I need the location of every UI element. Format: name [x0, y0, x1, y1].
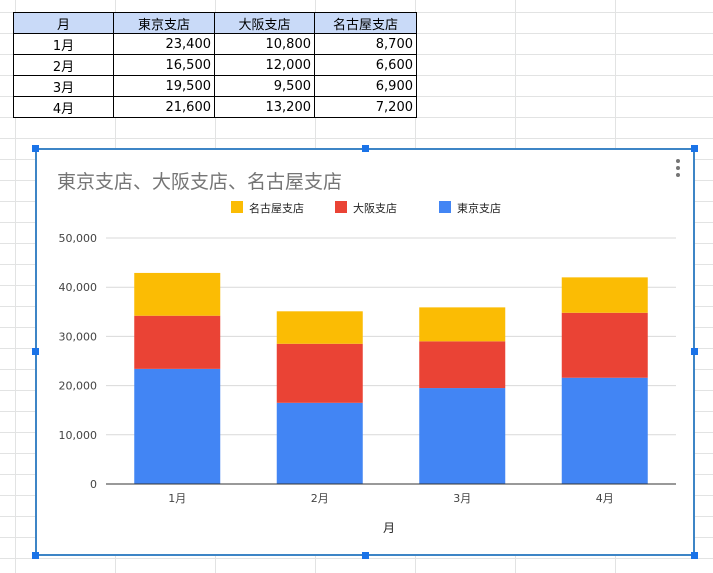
bar-segment[interactable] — [276, 402, 363, 484]
cell-value[interactable]: 16,500 — [113, 54, 215, 76]
more-vert-icon[interactable] — [673, 157, 683, 179]
x-axis-label[interactable]: 月 — [383, 521, 395, 535]
bar-segment[interactable] — [419, 307, 506, 342]
bars — [134, 272, 648, 484]
header-cell-month[interactable]: 月 — [13, 12, 114, 34]
resize-handle-bottom-center[interactable] — [362, 552, 369, 559]
bar-segment[interactable] — [419, 388, 506, 484]
header-cell-nagoya[interactable]: 名古屋支店 — [314, 12, 417, 34]
cell-value[interactable]: 23,400 — [113, 33, 215, 55]
stacked-bar-chart: 東京支店、大阪支店、名古屋支店 名古屋支店 大阪支店 東京支店 0 10,000 20,… — [57, 171, 676, 535]
y-tick-label: 20,000 — [59, 380, 98, 393]
resize-handle-bottom-left[interactable] — [32, 552, 39, 559]
bar-segment[interactable] — [134, 272, 221, 316]
bar-segment[interactable] — [276, 311, 363, 344]
x-tick-label: 4月 — [596, 492, 614, 505]
bar-segment[interactable] — [561, 277, 648, 313]
chart-object[interactable]: 東京支店、大阪支店、名古屋支店 名古屋支店 大阪支店 東京支店 0 10,000 20,… — [35, 148, 695, 556]
bar-segment[interactable] — [561, 377, 648, 484]
legend-label[interactable]: 大阪支店 — [353, 201, 397, 215]
x-tick-label: 1月 — [168, 492, 186, 505]
resize-handle-top-right[interactable] — [691, 145, 698, 152]
x-axis-ticks: 1月 2月 3月 4月 — [168, 492, 614, 505]
cell-value[interactable]: 6,900 — [314, 75, 417, 97]
cell-month[interactable]: 3月 — [13, 75, 114, 97]
chart-title[interactable]: 東京支店、大阪支店、名古屋支店 — [57, 171, 342, 193]
x-tick-label: 3月 — [453, 492, 471, 505]
table-header-row: 月 東京支店 大阪支店 名古屋支店 — [13, 12, 417, 34]
y-axis-ticks: 0 10,000 20,000 30,000 40,000 50,000 — [59, 232, 98, 491]
y-tick-label: 0 — [90, 478, 97, 491]
cell-value[interactable]: 12,000 — [214, 54, 315, 76]
resize-handle-top-left[interactable] — [32, 145, 39, 152]
cell-value[interactable]: 6,600 — [314, 54, 417, 76]
legend-swatch — [335, 201, 347, 213]
table-row: 3月 19,500 9,500 6,900 — [13, 75, 417, 97]
legend-label[interactable]: 名古屋支店 — [249, 201, 304, 215]
cell-value[interactable]: 21,600 — [113, 96, 215, 118]
bar-segment[interactable] — [134, 368, 221, 484]
header-cell-osaka[interactable]: 大阪支店 — [214, 12, 315, 34]
legend-label[interactable]: 東京支店 — [457, 201, 501, 215]
cell-month[interactable]: 1月 — [13, 33, 114, 55]
bar-segment[interactable] — [419, 341, 506, 389]
resize-handle-top-center[interactable] — [362, 145, 369, 152]
legend-swatch — [439, 201, 451, 213]
resize-handle-bottom-right[interactable] — [691, 552, 698, 559]
cell-value[interactable]: 8,700 — [314, 33, 417, 55]
cell-value[interactable]: 7,200 — [314, 96, 417, 118]
resize-handle-middle-left[interactable] — [32, 348, 39, 355]
cell-value[interactable]: 19,500 — [113, 75, 215, 97]
x-tick-label: 2月 — [311, 492, 329, 505]
y-tick-label: 50,000 — [59, 232, 98, 245]
bar-segment[interactable] — [134, 315, 221, 369]
chart-legend[interactable]: 名古屋支店 大阪支店 東京支店 — [231, 201, 501, 215]
bar-segment[interactable] — [276, 343, 363, 403]
y-tick-label: 30,000 — [59, 330, 98, 343]
cell-value[interactable]: 10,800 — [214, 33, 315, 55]
cell-value[interactable]: 9,500 — [214, 75, 315, 97]
cell-month[interactable]: 4月 — [13, 96, 114, 118]
table-row: 4月 21,600 13,200 7,200 — [13, 96, 417, 118]
bar-segment[interactable] — [561, 312, 648, 378]
y-tick-label: 40,000 — [59, 281, 98, 294]
table-row: 2月 16,500 12,000 6,600 — [13, 54, 417, 76]
legend-swatch — [231, 201, 243, 213]
data-table: 月 東京支店 大阪支店 名古屋支店 1月 23,400 10,800 8,700… — [13, 12, 417, 118]
cell-month[interactable]: 2月 — [13, 54, 114, 76]
y-tick-label: 10,000 — [59, 429, 98, 442]
cell-value[interactable]: 13,200 — [214, 96, 315, 118]
header-cell-tokyo[interactable]: 東京支店 — [113, 12, 215, 34]
resize-handle-middle-right[interactable] — [691, 348, 698, 355]
table-row: 1月 23,400 10,800 8,700 — [13, 33, 417, 55]
